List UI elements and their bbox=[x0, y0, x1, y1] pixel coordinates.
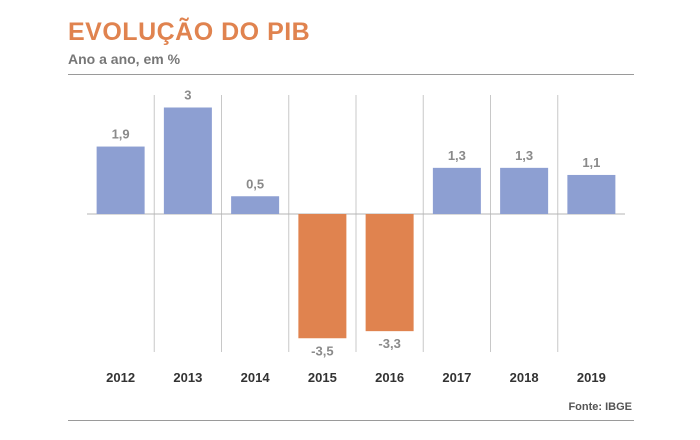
x-axis-ticks: 2012 2013 2014 2015 2016 2017 2018 2019 bbox=[106, 370, 606, 385]
data-label: 1,3 bbox=[515, 148, 533, 163]
x-tick-label: 2017 bbox=[442, 370, 471, 385]
x-tick-label: 2018 bbox=[510, 370, 539, 385]
data-label: 3 bbox=[184, 88, 191, 103]
bar bbox=[365, 214, 414, 332]
top-divider bbox=[68, 74, 634, 75]
chart-title: EVOLUÇÃO DO PIB bbox=[68, 18, 311, 46]
bar bbox=[567, 174, 616, 214]
bar bbox=[298, 214, 347, 339]
x-tick-label: 2012 bbox=[106, 370, 135, 385]
bar bbox=[432, 167, 481, 214]
bar bbox=[96, 146, 145, 214]
data-label: 1,9 bbox=[112, 127, 130, 142]
value-labels: 1,9 3 0,5 -3,5 -3,3 1,3 1,3 1,1 bbox=[112, 88, 601, 359]
data-label: -3,3 bbox=[378, 336, 400, 351]
bottom-divider bbox=[68, 420, 634, 421]
source-note: Fonte: IBGE bbox=[568, 401, 632, 413]
x-tick-label: 2016 bbox=[375, 370, 404, 385]
bar bbox=[500, 167, 549, 214]
x-tick-label: 2015 bbox=[308, 370, 337, 385]
data-label: 0,5 bbox=[246, 176, 264, 191]
data-label: -3,5 bbox=[311, 343, 333, 358]
x-tick-label: 2013 bbox=[173, 370, 202, 385]
chart-subtitle: Ano a ano, em % bbox=[68, 51, 181, 67]
x-tick-label: 2019 bbox=[577, 370, 606, 385]
data-label: 1,1 bbox=[582, 155, 600, 170]
bar bbox=[163, 107, 212, 214]
data-label: 1,3 bbox=[448, 148, 466, 163]
bars bbox=[96, 107, 616, 339]
x-tick-label: 2014 bbox=[241, 370, 271, 385]
bar bbox=[231, 196, 280, 214]
